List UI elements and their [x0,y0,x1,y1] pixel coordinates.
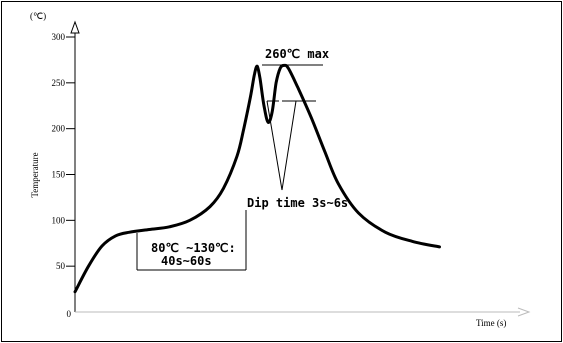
preheat-marker [136,210,247,271]
y-axis-label: Temperature [30,152,40,197]
y-ticks: 0 50 100 150 200 250 300 [52,32,75,319]
y-axis-unit: (℃) [30,11,46,21]
x-axis-arrow-icon [517,307,531,317]
y-axis [70,20,80,312]
y-tick-label: 250 [52,78,66,88]
peak-annotation: 260℃ max [265,47,329,61]
y-tick-label: 50 [56,261,66,271]
x-axis [75,307,531,317]
x-axis-label: Time (s) [476,318,506,328]
y-tick-label: 300 [52,32,66,42]
preheat-range-annotation: 80℃ ~130℃: [151,241,236,255]
preheat-time-annotation: 40s~60s [161,254,212,268]
y-tick-label: 150 [52,170,66,180]
y-tick-label: 100 [52,215,66,225]
temperature-profile-line [73,63,441,294]
y-tick-label: 200 [52,124,66,134]
dip-time-annotation: Dip time 3s~6s [247,196,348,210]
dip-time-marker [266,100,316,191]
y-axis-arrow-icon [70,20,80,34]
y-tick-label: 0 [67,309,72,319]
